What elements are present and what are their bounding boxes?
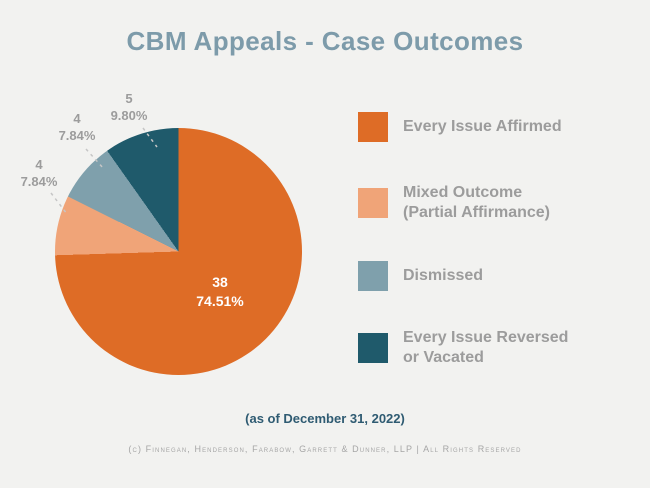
slice-label-affirmed: 38 74.51%: [160, 273, 280, 311]
legend-item-affirmed: Every Issue Affirmed: [358, 112, 618, 142]
slice-percent-affirmed: 74.51%: [196, 293, 244, 309]
as-of-date: (as of December 31, 2022): [245, 411, 405, 426]
pie-chart: [55, 128, 302, 375]
copyright-line: (c) Finnegan, Henderson, Farabow, Garret…: [128, 444, 522, 454]
slice-label-dismissed: 4 7.84%: [42, 110, 112, 144]
legend-label-reversed: Every Issue Reversed or Vacated: [403, 329, 569, 366]
slice-count-dismissed: 4: [73, 111, 81, 126]
slice-count-mixed: 4: [35, 157, 43, 172]
slice-count-reversed: 5: [125, 91, 133, 106]
slice-label-reversed: 5 9.80%: [94, 90, 164, 124]
slice-label-mixed: 4 7.84%: [4, 156, 74, 190]
legend-label-dismissed: Dismissed: [403, 267, 484, 284]
legend-swatch-dismissed: [358, 261, 388, 291]
slice-percent-mixed: 7.84%: [20, 174, 58, 189]
chart-title: CBM Appeals - Case Outcomes: [126, 26, 524, 56]
slice-percent-dismissed: 7.84%: [58, 128, 96, 143]
legend-swatch-reversed: [358, 333, 388, 363]
legend-label-affirmed: Every Issue Affirmed: [403, 118, 562, 135]
slice-percent-reversed: 9.80%: [110, 108, 148, 123]
legend-swatch-mixed: [358, 188, 388, 218]
slice-count-affirmed: 38: [212, 274, 228, 290]
legend-item-dismissed: Dismissed: [358, 261, 618, 291]
legend-swatch-affirmed: [358, 112, 388, 142]
legend-item-reversed: Every Issue Reversed or Vacated: [358, 328, 618, 368]
legend-label-mixed: Mixed Outcome (Partial Affirmance): [403, 184, 550, 221]
legend-item-mixed: Mixed Outcome (Partial Affirmance): [358, 183, 618, 223]
